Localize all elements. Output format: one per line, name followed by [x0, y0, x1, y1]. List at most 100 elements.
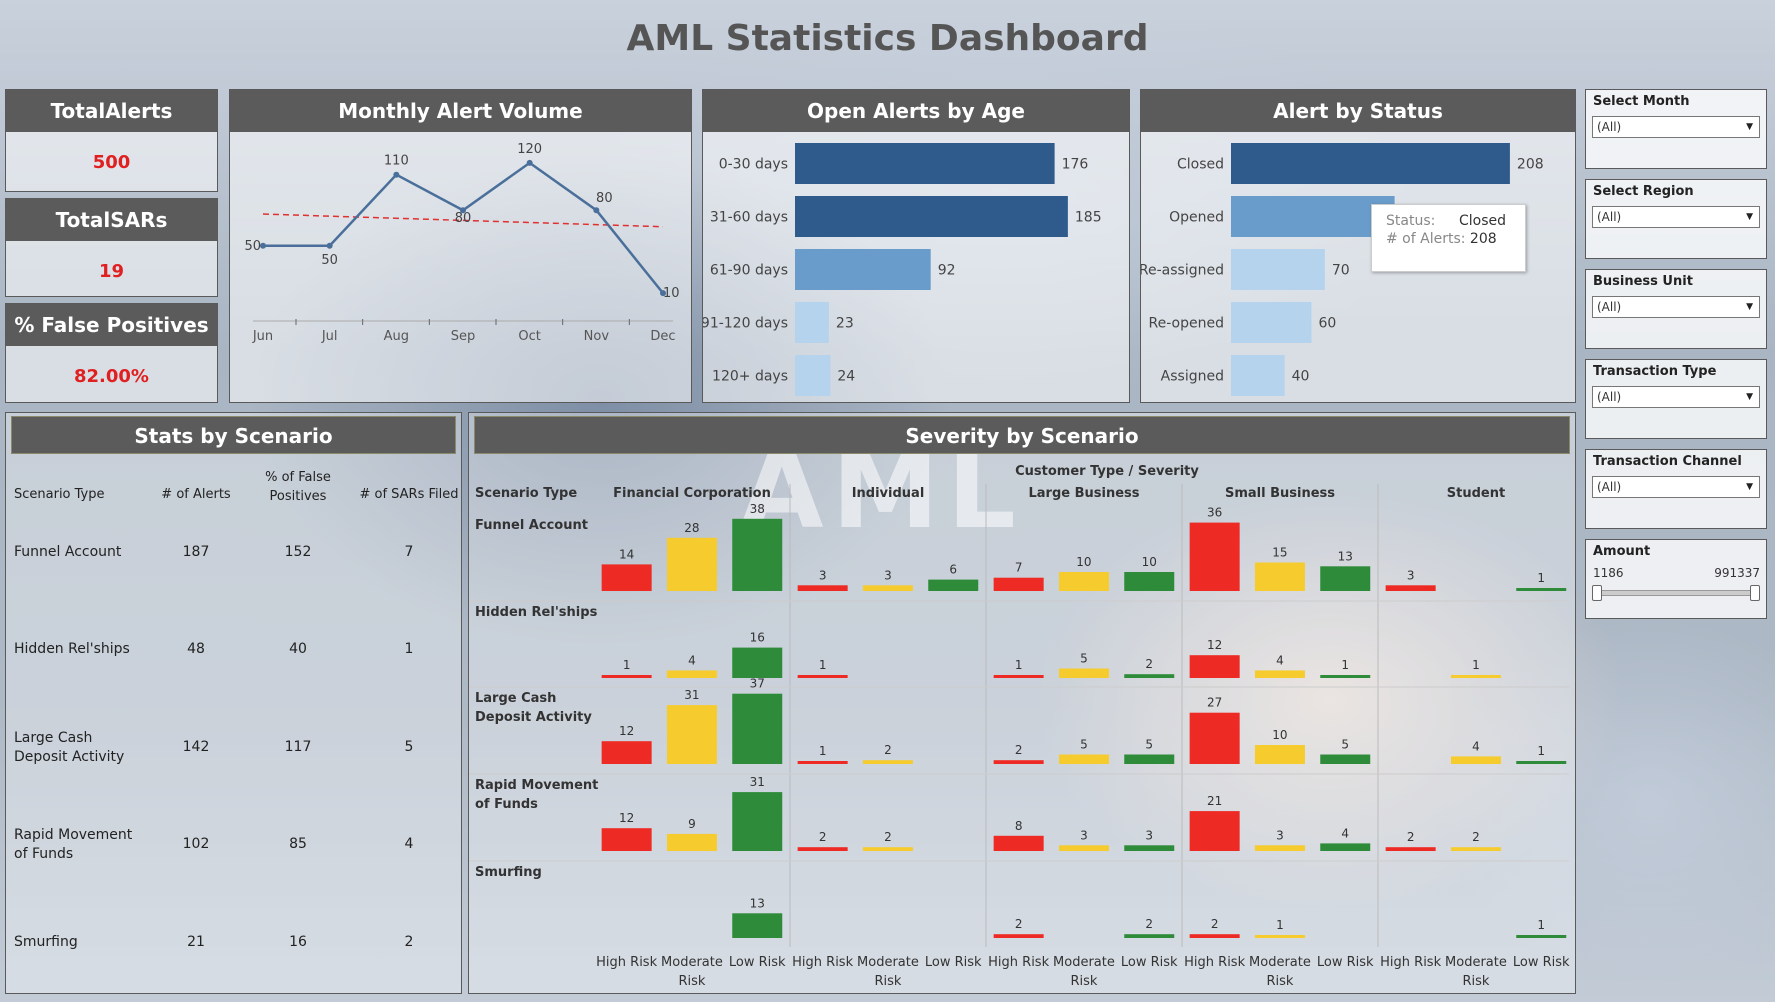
bar [795, 249, 931, 290]
data-label: 5 [1080, 652, 1088, 666]
data-label: 3 [1407, 568, 1415, 582]
bar [1189, 811, 1240, 851]
bar [1450, 675, 1501, 678]
transaction-type-dropdown[interactable]: (All) ▼ [1592, 386, 1760, 408]
data-label: 2 [1472, 830, 1480, 844]
select-region-dropdown[interactable]: (All) ▼ [1592, 206, 1760, 228]
transaction-channel-dropdown[interactable]: (All) ▼ [1592, 476, 1760, 498]
bar [601, 828, 652, 851]
scenario-name: Funnel Account [14, 544, 122, 560]
scenario-name: Smurfing [14, 934, 78, 950]
kpi-label: % False Positives [6, 304, 217, 346]
status-bar-chart[interactable]: Closed208Opened122Re-assigned70Re-opened… [1141, 133, 1575, 403]
data-label: 3 [884, 568, 892, 582]
severity-by-scenario-panel: Severity by Scenario Customer Type / Sev… [468, 412, 1576, 994]
bar [795, 355, 831, 396]
chevron-down-icon: ▼ [1746, 482, 1753, 492]
col-header-false-positives: % of False Positives [265, 470, 331, 504]
x-tick-label: Jul [321, 329, 338, 344]
scenario-label: Hidden Rel'ships [475, 605, 598, 620]
amount-max: 991337 [1714, 566, 1760, 580]
bar [1189, 655, 1240, 678]
data-label: 1 [1537, 571, 1545, 585]
data-point [593, 207, 600, 214]
data-label: 4 [688, 653, 696, 667]
business-unit-dropdown[interactable]: (All) ▼ [1592, 296, 1760, 318]
page-title: AML Statistics Dashboard [626, 18, 1149, 59]
filter-label: Business Unit [1593, 274, 1693, 289]
age-bar-chart[interactable]: 0-30 days 176 31-60 days 185 61-90 days 92 91-… [703, 133, 1129, 403]
bar [1189, 934, 1240, 938]
bar [862, 585, 913, 591]
data-point [526, 159, 533, 166]
data-label: 1 [1341, 658, 1349, 672]
sars-value: 1 [404, 641, 414, 657]
dropdown-value: (All) [1597, 210, 1622, 224]
data-label: 110 [384, 154, 409, 169]
data-label: 13 [750, 896, 765, 910]
y-tick-label: Re-opened [1149, 316, 1224, 332]
tooltip-alerts-value: 208 [1469, 231, 1497, 247]
amount-slider-min-handle[interactable] [1592, 585, 1602, 601]
data-label: 3 [819, 568, 827, 582]
bar [795, 302, 829, 343]
bar [732, 792, 783, 851]
severity-label: High Risk [596, 955, 657, 970]
severity-label: Low Risk [925, 955, 982, 970]
stats-by-scenario-panel: Stats by Scenario Scenario Type # of Ale… [5, 412, 462, 994]
dropdown-value: (All) [1597, 390, 1622, 404]
data-label: 2 [1407, 830, 1415, 844]
chevron-down-icon: ▼ [1746, 392, 1753, 402]
bar [1450, 756, 1501, 764]
row-header: Scenario Type [475, 486, 577, 501]
bar [1385, 585, 1436, 591]
x-tick-label: Dec [650, 329, 675, 344]
data-label: 16 [750, 631, 765, 645]
scenario-label: Smurfing [475, 865, 542, 880]
bar [1231, 143, 1510, 184]
panel-title: Open Alerts by Age [703, 90, 1129, 132]
bar [666, 537, 717, 591]
tooltip: Status: Closed # of Alerts: 208 [1371, 204, 1526, 272]
series-line [263, 161, 664, 294]
data-label: 2 [819, 830, 827, 844]
filter-label: Select Region [1593, 184, 1694, 199]
data-label: 2 [884, 743, 892, 757]
data-label: 2 [884, 830, 892, 844]
data-label: 2 [1211, 917, 1219, 931]
data-label: 3 [1276, 828, 1284, 842]
line-chart[interactable]: Jun Jul Aug Sep Oct Nov Dec 50 50 110 80 120 80 10 [230, 133, 691, 403]
alerts-value: 48 [187, 641, 205, 657]
data-label: 10 [1142, 555, 1157, 569]
bar [993, 675, 1044, 678]
kpi-value: 82.00% [74, 366, 149, 387]
chevron-down-icon: ▼ [1746, 302, 1753, 312]
data-label: 1 [1537, 744, 1545, 758]
bar [1189, 712, 1240, 764]
bar [797, 585, 848, 591]
dropdown-value: (All) [1597, 300, 1622, 314]
data-label: 50 [244, 239, 261, 254]
severity-chart[interactable]: Customer Type / Severity Scenario Type Fin… [469, 457, 1575, 993]
bar [1231, 355, 1285, 396]
data-point [660, 290, 666, 297]
data-label: 5 [1341, 738, 1349, 752]
amount-slider-max-handle[interactable] [1750, 585, 1760, 601]
data-label: 3 [1080, 828, 1088, 842]
data-label: 7 [1015, 561, 1023, 575]
filter-label: Transaction Channel [1593, 454, 1742, 469]
severity-label: Risk [1070, 974, 1097, 989]
kpi-total-sars: TotalSARs 19 [5, 198, 218, 297]
x-tick-label: Jun [252, 329, 273, 344]
data-label: 24 [837, 369, 855, 385]
bar [1385, 847, 1436, 851]
select-month-dropdown[interactable]: (All) ▼ [1592, 116, 1760, 138]
bar [797, 847, 848, 851]
filter-label: Select Month [1593, 94, 1690, 109]
data-label: 2 [1145, 657, 1153, 671]
scenario-label: Large Cash [475, 691, 556, 706]
panel-title: Stats by Scenario [11, 416, 456, 454]
amount-slider-track[interactable] [1592, 585, 1760, 601]
y-tick-label: Assigned [1161, 369, 1224, 385]
filter-label: Transaction Type [1593, 364, 1717, 379]
